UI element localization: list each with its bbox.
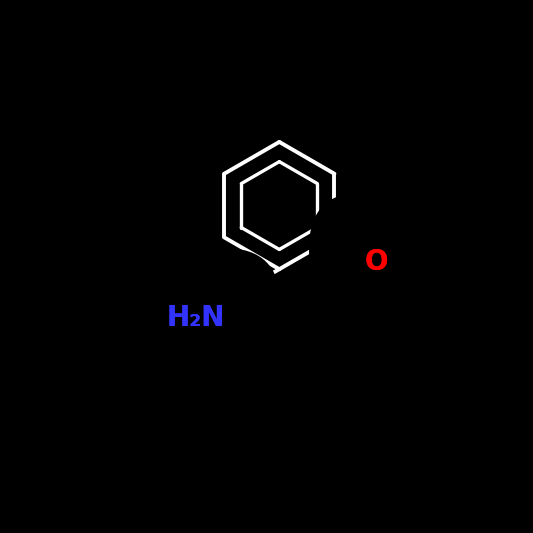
Text: O: O [365,247,388,276]
Text: H₂N: H₂N [166,304,224,332]
Text: O: O [365,247,388,276]
Text: H₂N: H₂N [166,304,224,332]
